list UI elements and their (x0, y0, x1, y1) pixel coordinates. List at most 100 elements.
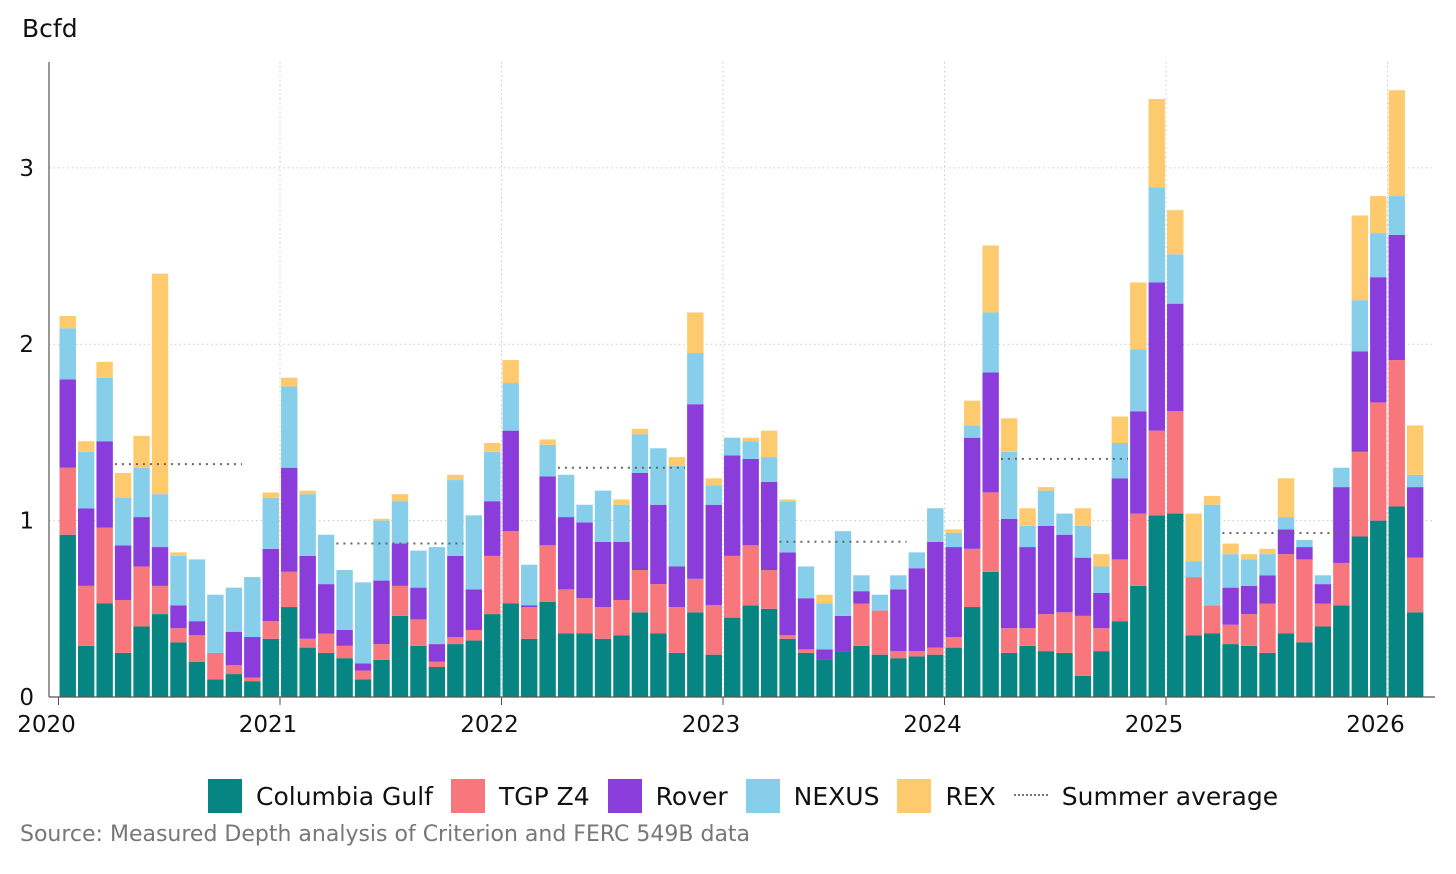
bar-rover (1240, 585, 1258, 615)
bar-tgp-z4 (170, 628, 187, 643)
bar-rex (281, 377, 298, 387)
bar-columbia-gulf (262, 638, 279, 697)
stacked-bar-chart: 0 1 2 3 2020 2021 2022 2023 2024 2025 2026 (17, 62, 1435, 738)
bar-columbia-gulf (797, 652, 815, 697)
legend-swatch-tgp-z4 (450, 779, 485, 813)
bar-rex (1000, 418, 1018, 452)
x-tick-label: 2024 (903, 712, 962, 738)
bar-columbia-gulf (742, 605, 759, 697)
bar-tgp-z4 (1185, 577, 1202, 636)
bar-nexus (650, 448, 667, 505)
bar-columbia-gulf (1314, 626, 1332, 697)
bar-rex (133, 435, 150, 468)
bar-columbia-gulf (1093, 651, 1110, 697)
y-tick-label: 0 (19, 685, 34, 711)
bar-rex (613, 499, 630, 505)
axes: 0 1 2 3 2020 2021 2022 2023 2024 2025 2026 (17, 62, 1435, 738)
bar-nexus (1406, 474, 1424, 488)
bar-rover (724, 455, 741, 556)
legend-swatch-columbia-gulf (208, 779, 242, 813)
bar-nexus (447, 480, 464, 556)
bar-rover (742, 458, 759, 546)
bar-rex (1259, 548, 1276, 555)
bar-tgp-z4 (262, 621, 279, 639)
bar-rex (484, 443, 501, 452)
bar-columbia-gulf (465, 640, 483, 697)
bar-tgp-z4 (317, 633, 335, 653)
legend: Columbia Gulf TGP Z4 Rover NEXUS REX Sum… (208, 776, 1296, 816)
bar-columbia-gulf (963, 607, 981, 697)
bar-rover (373, 580, 390, 645)
bar-tgp-z4 (576, 598, 593, 634)
bar-nexus (373, 520, 390, 581)
bar-rover (760, 481, 778, 570)
bar-rex (502, 360, 519, 384)
bar-columbia-gulf (779, 638, 796, 697)
bar-rover (594, 541, 612, 608)
bar-rover (1314, 584, 1332, 604)
bar-rover (1056, 534, 1073, 613)
bar-tgp-z4 (244, 677, 261, 682)
bar-columbia-gulf (890, 658, 907, 697)
bar-nexus (114, 497, 132, 546)
legend-swatch-summer-average (1013, 794, 1048, 798)
bar-rover (354, 663, 372, 671)
bar-columbia-gulf (77, 645, 95, 697)
bar-tgp-z4 (77, 585, 95, 646)
bar-tgp-z4 (465, 629, 483, 641)
bar-tgp-z4 (114, 599, 132, 653)
bar-rex (262, 492, 279, 498)
bar-nexus (151, 494, 169, 548)
bar-columbia-gulf (1148, 515, 1165, 697)
bar-tgp-z4 (760, 570, 778, 609)
bar-rex (1240, 554, 1258, 560)
bar-rover (1148, 282, 1165, 431)
bar-tgp-z4 (705, 605, 722, 655)
bar-nexus (687, 353, 704, 405)
bar-columbia-gulf (170, 642, 187, 697)
bar-rex (391, 494, 409, 502)
bar-rover (114, 545, 132, 600)
legend-swatch-rover (607, 779, 642, 813)
bar-nexus (410, 550, 427, 588)
bar-rover (133, 517, 150, 567)
bar-nexus (428, 547, 446, 645)
bar-rex (151, 273, 169, 495)
bar-tgp-z4 (520, 607, 538, 639)
bar-rover (1222, 587, 1239, 625)
bar-rover (557, 517, 575, 590)
bar-nexus (1093, 566, 1110, 593)
bar-rover (613, 541, 630, 600)
bar-nexus (779, 501, 796, 553)
bar-tgp-z4 (207, 652, 224, 680)
bar-tgp-z4 (447, 637, 464, 645)
bar-tgp-z4 (281, 571, 298, 608)
bar-rex (1130, 282, 1147, 350)
bar-rover (484, 501, 501, 556)
bar-columbia-gulf (133, 626, 150, 697)
bar-tgp-z4 (1074, 615, 1092, 676)
bar-nexus (982, 312, 999, 373)
bar-tgp-z4 (945, 637, 962, 648)
bar-tgp-z4 (225, 665, 243, 675)
bar-columbia-gulf (927, 654, 944, 697)
bar-nexus (1000, 451, 1018, 519)
bar-rover (225, 631, 243, 666)
bar-columbia-gulf (668, 652, 686, 697)
source-note: Source: Measured Depth analysis of Crite… (20, 822, 751, 847)
bar-columbia-gulf (539, 601, 556, 697)
bar-tgp-z4 (742, 545, 759, 606)
bar-columbia-gulf (594, 638, 612, 697)
bar-tgp-z4 (1056, 612, 1073, 653)
bar-columbia-gulf (1296, 642, 1313, 697)
bar-columbia-gulf (908, 656, 926, 697)
x-tick-label: 2023 (682, 712, 741, 738)
bar-nexus (1277, 517, 1295, 530)
bar-rex (668, 457, 686, 466)
bar-rover (465, 589, 483, 630)
bar-columbia-gulf (151, 614, 169, 697)
bar-tgp-z4 (650, 584, 667, 634)
legend-label-nexus: NEXUS (793, 781, 880, 811)
bar-nexus (1148, 187, 1165, 283)
legend-label-rex: REX (945, 781, 996, 811)
